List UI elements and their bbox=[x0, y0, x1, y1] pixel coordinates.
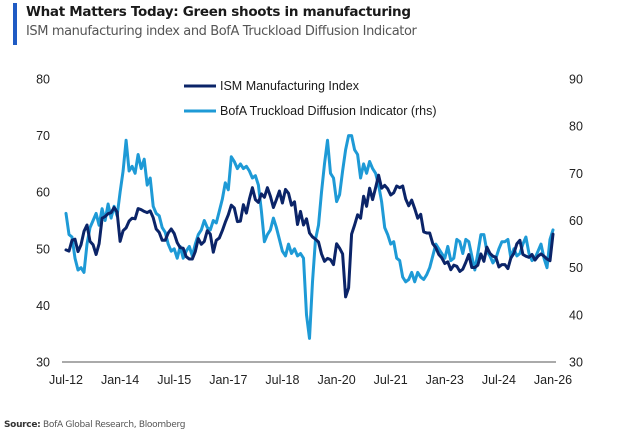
chart-subtitle: ISM manufacturing index and BofA Trucklo… bbox=[26, 24, 417, 39]
source-note: Source: BofA Global Research, Bloomberg bbox=[4, 420, 185, 430]
y-right-tick-label: 90 bbox=[569, 73, 583, 87]
x-tick-label: Jul-12 bbox=[49, 373, 83, 387]
x-tick-label: Jan-17 bbox=[209, 373, 247, 387]
y-left-tick-label: 30 bbox=[36, 356, 50, 370]
x-tick-label: Jul-21 bbox=[374, 373, 408, 387]
x-tick-label: Jan-23 bbox=[426, 373, 464, 387]
x-tick-label: Jul-15 bbox=[157, 373, 191, 387]
x-tick-label: Jan-14 bbox=[101, 373, 139, 387]
series-line-bofa-truckload bbox=[64, 134, 555, 340]
x-tick-label: Jan-26 bbox=[534, 373, 572, 387]
source-label: Source: bbox=[4, 420, 41, 430]
y-right-tick-label: 50 bbox=[569, 261, 583, 275]
y-right-tick-label: 60 bbox=[569, 214, 583, 228]
y-right-tick-label: 40 bbox=[569, 308, 583, 322]
y-axis-left: 30 40 50 60 70 80 bbox=[36, 73, 50, 370]
y-right-tick-label: 70 bbox=[569, 167, 583, 181]
y-left-tick-label: 40 bbox=[36, 299, 50, 313]
y-axis-right: 30 40 50 60 70 80 90 bbox=[569, 73, 583, 370]
x-axis: Jul-12 Jan-14 Jul-15 Jan-17 Jul-18 Jan-20 Jul-… bbox=[49, 373, 572, 387]
x-tick-label: Jul-18 bbox=[265, 373, 299, 387]
series-lines bbox=[64, 134, 555, 340]
y-left-tick-label: 50 bbox=[36, 242, 50, 256]
x-tick-label: Jan-20 bbox=[317, 373, 355, 387]
title-accent-bar bbox=[13, 3, 17, 45]
y-left-tick-label: 80 bbox=[36, 73, 50, 87]
x-tick-label: Jul-24 bbox=[482, 373, 516, 387]
legend-label-ism: ISM Manufacturing Index bbox=[220, 79, 360, 93]
source-text: BofA Global Research, Bloomberg bbox=[43, 420, 186, 430]
y-left-tick-label: 60 bbox=[36, 186, 50, 200]
y-right-tick-label: 30 bbox=[569, 356, 583, 370]
series-line-ism bbox=[64, 173, 555, 299]
legend-label-bofa: BofA Truckload Diffusion Indicator (rhs) bbox=[220, 104, 437, 118]
legend: ISM Manufacturing Index BofA Truckload D… bbox=[184, 79, 437, 118]
y-right-tick-label: 80 bbox=[569, 120, 583, 134]
y-left-tick-label: 70 bbox=[36, 129, 50, 143]
chart-title: What Matters Today: Green shoots in manu… bbox=[26, 4, 411, 20]
